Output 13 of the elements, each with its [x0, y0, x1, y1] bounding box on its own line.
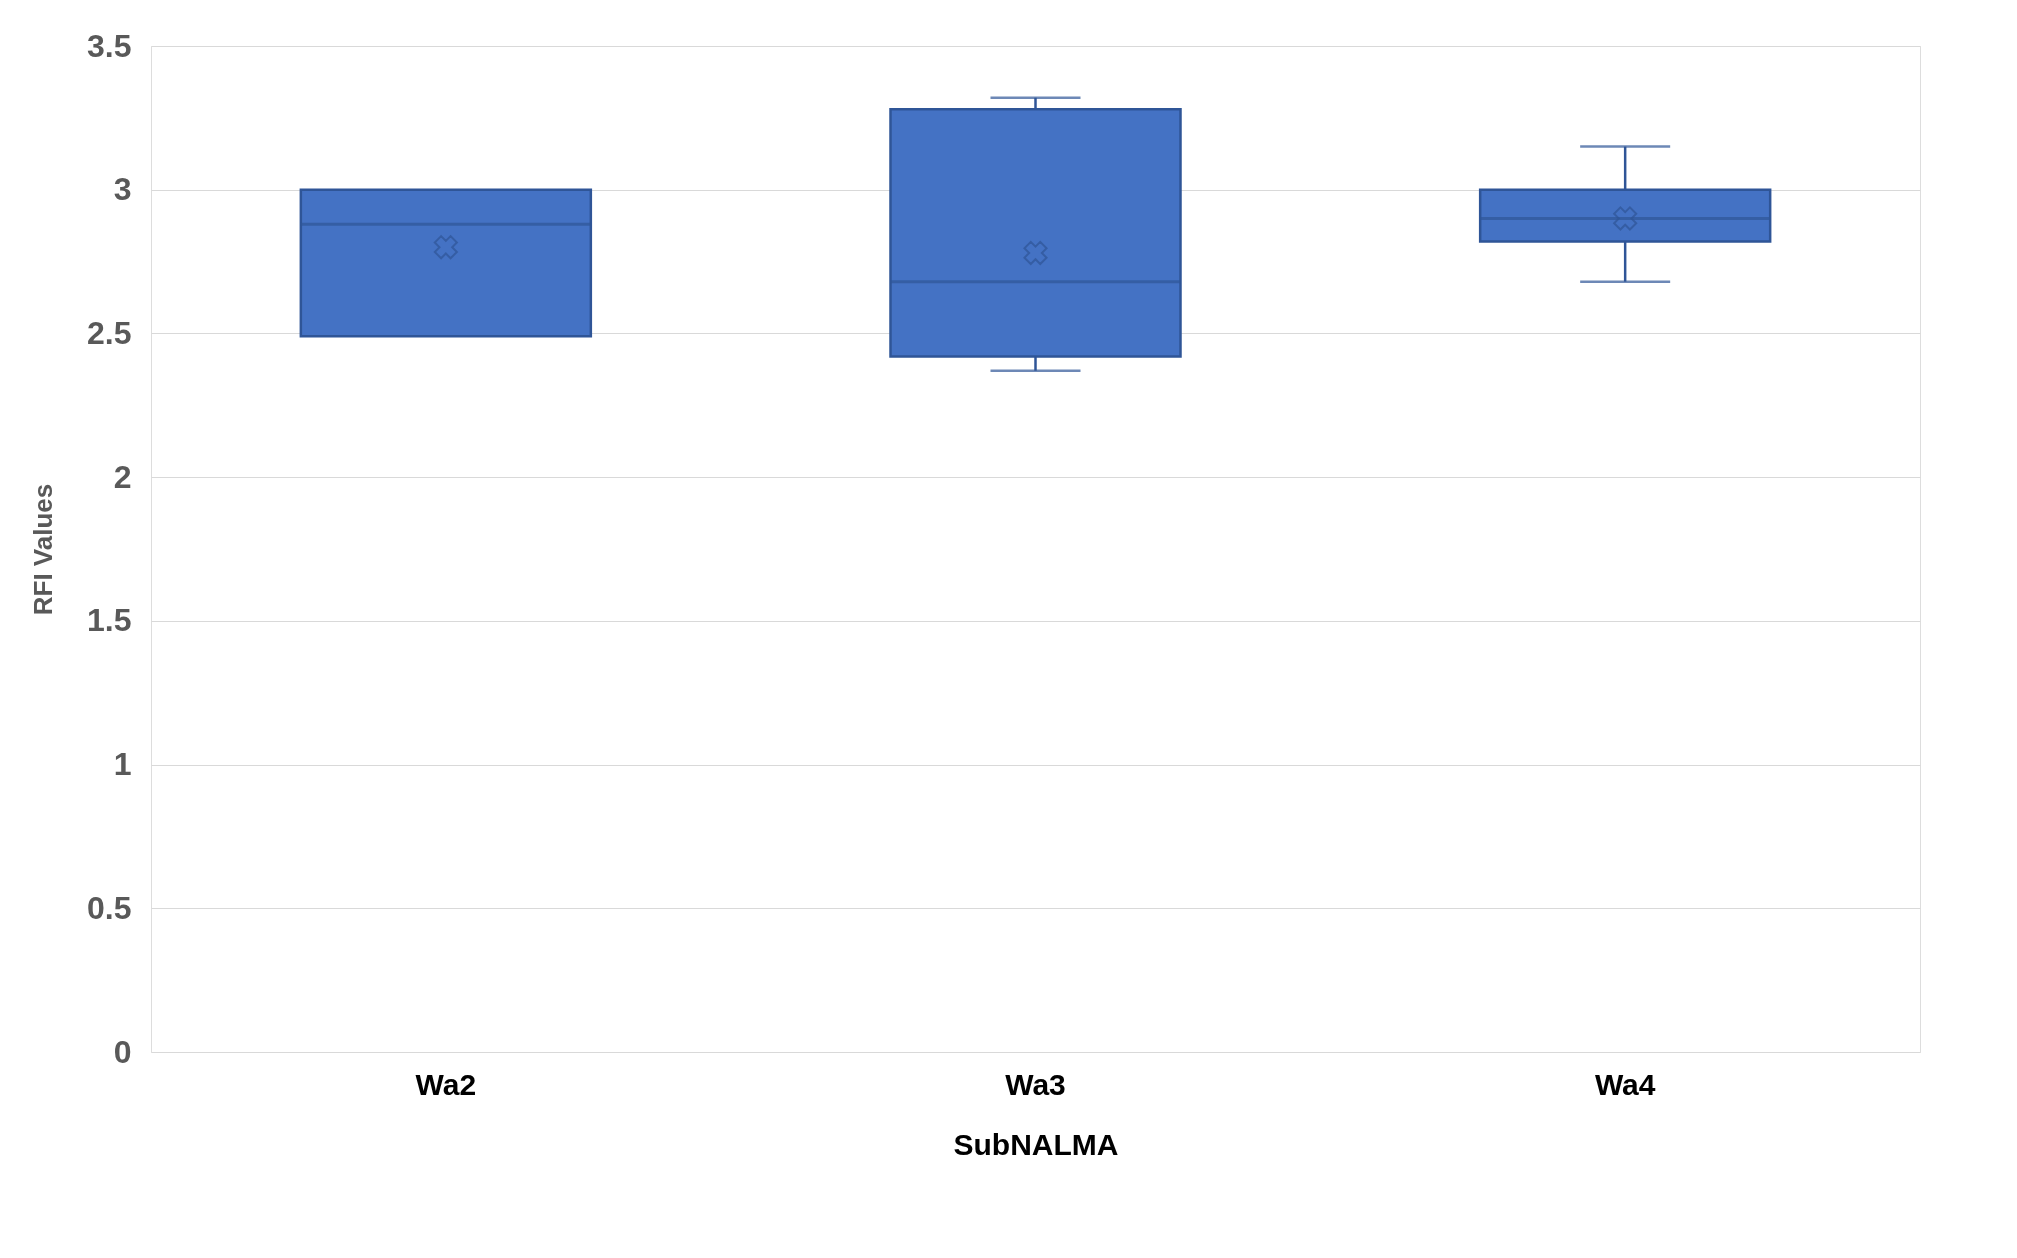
y-axis-title: RFI Values [28, 483, 59, 616]
x-tick-label: Wa2 [415, 1067, 477, 1101]
x-tick-label: Wa3 [1005, 1067, 1066, 1101]
y-tick-label: 2.5 [87, 314, 132, 351]
y-tick-label: 1 [113, 746, 132, 783]
y-tick-label: 3.5 [87, 27, 132, 64]
y-tick-label: 0.5 [87, 889, 132, 926]
x-tick-label: Wa4 [1594, 1067, 1656, 1101]
y-tick-label: 2 [113, 458, 132, 495]
y-tick-label: 1.5 [87, 602, 132, 639]
y-tick-label: 0 [113, 1033, 132, 1070]
y-tick-label: 3 [113, 171, 132, 208]
x-axis-title: SubNALMA [953, 1127, 1119, 1161]
